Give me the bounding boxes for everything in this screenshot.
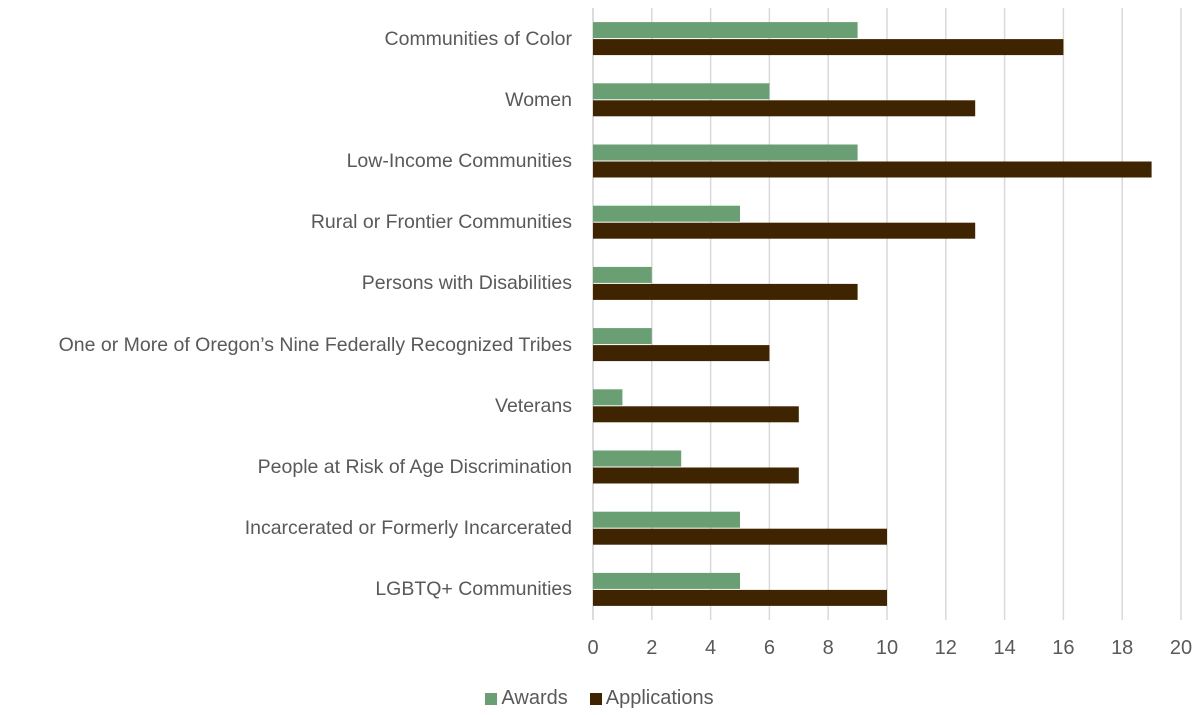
category-label: One or More of Oregon’s Nine Federally R… [58, 333, 572, 356]
gridlines [592, 8, 1182, 620]
bar-applications [593, 589, 887, 606]
category-label: Low-Income Communities [346, 150, 572, 172]
x-tick-label: 12 [934, 637, 957, 659]
legend-swatch-applications [589, 692, 602, 705]
bar-awards [593, 328, 652, 345]
bar-awards [593, 572, 740, 589]
legend: Awards Applications [0, 687, 1199, 710]
bar-awards [593, 511, 740, 528]
bar-applications [593, 100, 976, 117]
bar-applications [593, 161, 1152, 178]
legend-label-applications: Applications [605, 687, 714, 709]
x-tick-label: 10 [875, 637, 899, 659]
legend-item-awards: Awards [485, 687, 568, 710]
x-tick-label: 2 [646, 637, 658, 659]
legend-swatch-awards [485, 692, 498, 705]
bar-applications [593, 222, 976, 239]
bar-applications [593, 528, 887, 545]
bar-awards [593, 83, 770, 100]
bar-applications [593, 467, 799, 484]
bar-applications [593, 283, 858, 300]
bar-awards [593, 22, 858, 39]
category-label: Persons with Disabilities [361, 272, 572, 295]
bar-awards [593, 389, 623, 406]
x-tick-label: 0 [587, 637, 599, 659]
category-label: Women [505, 88, 572, 111]
category-label: People at Risk of Age Discrimination [257, 456, 572, 478]
x-tick-label: 20 [1169, 637, 1193, 659]
category-label: Veterans [495, 394, 572, 417]
x-tick-label: 4 [705, 637, 717, 659]
x-tick-label: 6 [763, 637, 775, 659]
bar-applications [593, 345, 770, 362]
bar-awards [593, 450, 682, 467]
x-tick-label: 8 [822, 637, 834, 659]
category-label: Rural or Frontier Communities [310, 211, 572, 234]
category-label: Incarcerated or Formerly Incarcerated [244, 517, 572, 540]
x-tick-label: 18 [1111, 637, 1134, 659]
category-label: Communities of Color [384, 27, 572, 50]
legend-label-awards: Awards [501, 687, 568, 709]
bars [593, 22, 1152, 606]
x-tick-label: 16 [1052, 637, 1075, 659]
legend-item-applications: Applications [589, 687, 714, 710]
bar-awards [593, 266, 652, 283]
bar-awards [593, 205, 740, 222]
bar-awards [593, 144, 858, 161]
category-label: LGBTQ+ Communities [375, 578, 572, 601]
x-tick-label: 14 [993, 637, 1016, 659]
bar-applications [593, 39, 1064, 56]
bar-applications [593, 406, 799, 423]
